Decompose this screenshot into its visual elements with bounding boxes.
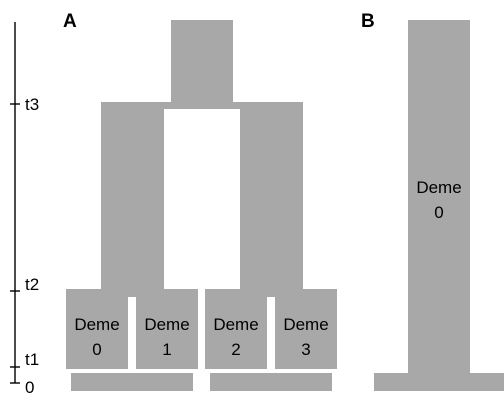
base-bar-right-a: [210, 373, 332, 391]
tick-label-t3: t3: [25, 95, 39, 114]
lineage-left-a: [101, 106, 164, 292]
deme-index-a-1: 1: [162, 340, 171, 359]
ancestral-block-a: [171, 20, 233, 105]
tick-label-t2: t2: [25, 275, 39, 294]
deme-name-a-2: Deme: [213, 315, 258, 334]
tick-label-t1: t1: [25, 350, 39, 369]
panel-b: B Deme 0: [361, 11, 504, 391]
lineage-right-a: [240, 106, 303, 292]
panel-label-a: A: [63, 11, 77, 32]
deme-index-a-2: 2: [231, 340, 240, 359]
deme-block-a-1: [136, 295, 198, 369]
deme-index-a-0: 0: [92, 340, 101, 359]
split-bar-left-a: [66, 289, 198, 297]
panel-label-b: B: [361, 11, 375, 32]
deme-block-b-0: [408, 20, 470, 391]
deme-name-b-0: Deme: [416, 178, 461, 197]
deme-block-a-0: [66, 295, 128, 369]
deme-block-a-3: [275, 295, 337, 369]
time-axis: t3 t2 t1 0: [10, 22, 39, 396]
base-bar-left-a: [71, 373, 193, 391]
deme-name-a-0: Deme: [74, 315, 119, 334]
deme-block-a-2: [205, 295, 267, 369]
deme-index-a-3: 3: [301, 340, 310, 359]
deme-index-b-0: 0: [434, 203, 443, 222]
deme-name-a-3: Deme: [283, 315, 328, 334]
base-bar-left-b: [374, 373, 437, 391]
split-bar-a: [101, 102, 303, 109]
panel-a: A Deme 0 Deme 1 Deme 2 Deme 3: [63, 11, 337, 391]
tick-label-0: 0: [25, 378, 34, 396]
base-bar-right-b: [444, 373, 504, 391]
split-bar-right-a: [205, 289, 337, 297]
deme-name-a-1: Deme: [144, 315, 189, 334]
